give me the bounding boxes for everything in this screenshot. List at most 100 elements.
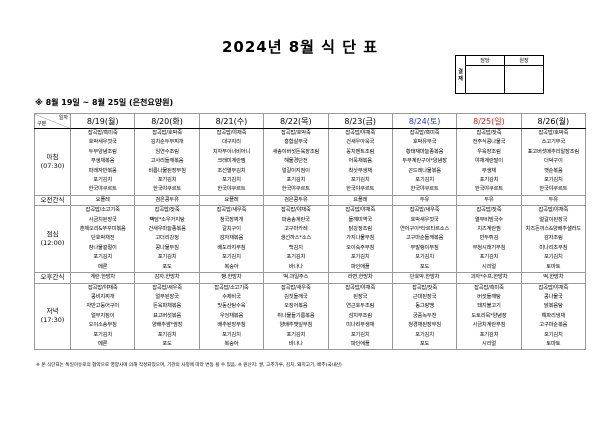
menu-item: 양배추쌈*쌈장	[151, 322, 183, 329]
menu-item: 호박유부국	[412, 139, 437, 146]
meal-name: 점심	[46, 230, 59, 239]
menu-item: 요플레	[353, 196, 368, 203]
menu-cell: 잡곡밥/소고기죽 수제비국 맛동산탕수육 우엉채볶음 배추된장무침 포기김치 복숭아	[198, 282, 265, 351]
menu-cell: 잡곡밥/흑미죽 호박새우젓국 두부양념조림 무생채볶음 파래자반볶음 포기김치 한국야쿠르트	[69, 128, 136, 196]
approval-sign	[465, 65, 505, 94]
meal-name: 저녁	[46, 307, 59, 316]
date-header: 8/21(수)	[198, 113, 265, 129]
menu-cell: 두유	[520, 194, 587, 207]
meal-time: (07:30)	[40, 161, 65, 170]
menu-item: 빵.한방차	[221, 274, 242, 281]
title: 2024년 8월 식 단 표	[221, 38, 379, 56]
approval-sign	[504, 65, 544, 94]
menu-item: 홍합살무국	[284, 139, 308, 146]
menu-item: 궁중녹두전	[412, 312, 437, 319]
menu-item: 포기김치	[93, 331, 113, 338]
menu-item: 열무비빔국수	[474, 216, 503, 223]
corner-cell: 일자 구분	[34, 113, 71, 129]
meal-label: 아침 (07:30)	[34, 128, 71, 196]
menu-item: 오이소송무침	[88, 322, 117, 329]
menu-cell: 잡곡밥/잣죽 전주식콩나물국 우육장조림 야채계란말이 무생채 포기김치 한국야쿠르트	[456, 128, 522, 196]
menu-item: 더덕구이	[543, 158, 563, 165]
menu-item: 돼지불고기	[477, 303, 501, 310]
header-row: 일자 구분 8/19(월) 8/20(화) 8/21(수) 8/22(목) 8/23(금) 8…	[34, 113, 587, 129]
menu-item: 임연수조림	[155, 148, 179, 155]
menu-item: 포기김치	[286, 331, 306, 338]
meal-name: 아침	[46, 152, 59, 161]
menu-item: 두유	[484, 196, 494, 203]
menu-item: 포기김치	[93, 177, 113, 184]
menu-item: 취나물들기름볶음	[277, 312, 315, 319]
menu-item: 생선까스*소스	[280, 235, 312, 242]
menu-item: 떡.과일주스	[283, 274, 309, 281]
menu-item: 청경채된장무침	[408, 322, 441, 329]
menu-item: 포도	[419, 340, 430, 347]
menu-cell: 요플레	[327, 194, 393, 207]
meal-row: 오전간식 요플레 검은콩두유 요플레 검은콩두유 요플레 두유 두유 두유	[34, 194, 587, 207]
menu-item: 토마토	[546, 263, 561, 270]
menu-item: 감자.한방차	[154, 274, 180, 281]
menu-cell: 잡곡밥/야채죽 콩비지찌개 자반고등어구이 얼무지짐이 오이소송무침 포기김치 메론	[69, 282, 136, 351]
menu-item: 김칫들깨국	[284, 293, 308, 300]
menu-cell: 단호박.한방차	[391, 272, 458, 284]
menu-cell: 잡곡밥/야채죽 콩나물국 닭볶음탕 해파리냉채 고구마순볶음 포기김치 토마토	[520, 282, 587, 351]
menu-item: 검은콩두유	[284, 196, 308, 203]
menu-item: 버섯들깨탕	[477, 293, 501, 300]
menu-item: 시금치계란무침	[472, 322, 506, 329]
menu-item: 건새우마늘종볶음	[148, 226, 186, 233]
menu-cell: 떡.한방차	[520, 272, 587, 284]
menu-item: 콩비지찌개	[91, 293, 115, 300]
menu-item: 해파리냉채	[541, 312, 566, 319]
menu-item: 두부양념조림	[88, 148, 117, 155]
date-header: 8/22(목)	[263, 113, 329, 129]
menu-item: 잡곡밥/잣죽	[154, 207, 180, 214]
approval-label: 결재	[455, 55, 466, 94]
approval-role: 원장	[504, 55, 544, 66]
menu-item: 전주식콩나물국	[472, 139, 506, 146]
menu-item: 우엉채볶음	[219, 312, 244, 319]
menu-item: 포기김치	[93, 254, 113, 261]
footer-note: ※ 본 식단표는 특일이유로의 협약으로 영양사에 의해 작성되었으며, 기관의…	[36, 363, 342, 368]
menu-item: 잡곡밥/호박죽	[281, 130, 311, 136]
meal-row: 저녁 (17:30) 잡곡밥/야채죽 콩비지찌개 자반고등어구이 얼무지짐이 오이소송무침 포…	[34, 282, 587, 351]
menu-item: 야채계란말이	[474, 158, 503, 165]
menu-item: 포기김치	[157, 254, 177, 261]
menu-item: 고더리강정	[155, 235, 179, 242]
meal-row: 아침 (07:30) 잡곡밥/흑미죽 호박새우젓국 두부양념조림 무생채볶음 파래자반볶음 포…	[34, 128, 587, 196]
menu-item: 곤드레나물볶음	[408, 167, 441, 174]
menu-cell: 잡곡밥/새우죽 청국장찌개 갈치구이 감자채볶음 배도라지무침 포기김치 복숭아	[198, 205, 265, 274]
menu-item: 잡곡밥/호박죽	[152, 130, 182, 136]
menu-item: 한국야쿠르트	[346, 186, 375, 193]
menu-item: 잡곡밥/잣죽	[476, 207, 502, 214]
menu-item: 잡곡밥/새우죽	[281, 284, 311, 291]
menu-item: 만두튀김	[479, 235, 499, 242]
menu-item: 깻순볶음	[543, 167, 563, 174]
menu-item: 포기김치	[157, 177, 177, 184]
meal-label: 오전간식	[34, 194, 71, 207]
menu-cell: 잡곡밥/잣죽 빽담*소우거지탕 건새우마늘종볶음 고더리강정 콩나물무침 포기김치 포도	[134, 205, 200, 274]
menu-item: 잡곡밥/야채죽	[345, 130, 375, 136]
menu-cell: 잡곡밥/잣죽 열무비빔국수 치즈계란찜 만두튀김 무청시래기무침 포기김치 시리얼	[456, 205, 522, 274]
menu-cell: 떡.과일주스	[263, 272, 329, 284]
meal-row: 오후간식 계란.한방차 감자.한방차 빵.한방차 떡.과일주스 라면.한방차 단호박.한방차…	[34, 272, 587, 284]
menu-item: 잡곡밥/야채죽	[538, 207, 569, 214]
menu-item: 미나리무생채	[346, 322, 375, 329]
menu-item: 호박새우젓국	[88, 139, 117, 146]
menu-item: 잡곡밥/호박죽	[538, 130, 569, 136]
menu-item: 연어구이*타르타르소스	[399, 226, 450, 233]
menu-item: 새송이버섯돈육장조림	[272, 148, 320, 155]
menu-item: 잡곡밥/잣죽	[476, 130, 502, 136]
menu-item: 크래미계란찜	[217, 158, 246, 165]
menu-item: 고구마카레	[284, 226, 308, 233]
menu-item: 갈치구이	[222, 226, 241, 233]
menu-item: 잡곡밥/흑미죽	[474, 284, 504, 291]
menu-item: 무청시래기무침	[472, 244, 506, 251]
menu-item: 포기김치	[543, 254, 563, 261]
menu-cell: 잡곡밥/새우죽 얼무된장국 돈육파채볶음 표고버섯볶음 양배추쌈*쌈장 포기김치 포도	[134, 282, 200, 351]
menu-item: 맛동산탕수육	[217, 303, 246, 310]
menu-item: 김치순두부찌개	[150, 139, 184, 146]
menu-cell: 잡곡밥/흑미죽 버섯들깨탕 돼지불고기 도토리묵*양념장 시금치계란무침 포기김치 시리얼	[456, 282, 522, 351]
menu-cell: 잡곡밥/소고기죽 시금치된장국 훈제오리&쭈꾸미볶음 단호박채전 참나물겉절이 포기김치 메…	[69, 205, 136, 274]
menu-item: 잡곡밥/야채죽	[345, 207, 375, 214]
menu-item: 포도	[419, 263, 430, 270]
